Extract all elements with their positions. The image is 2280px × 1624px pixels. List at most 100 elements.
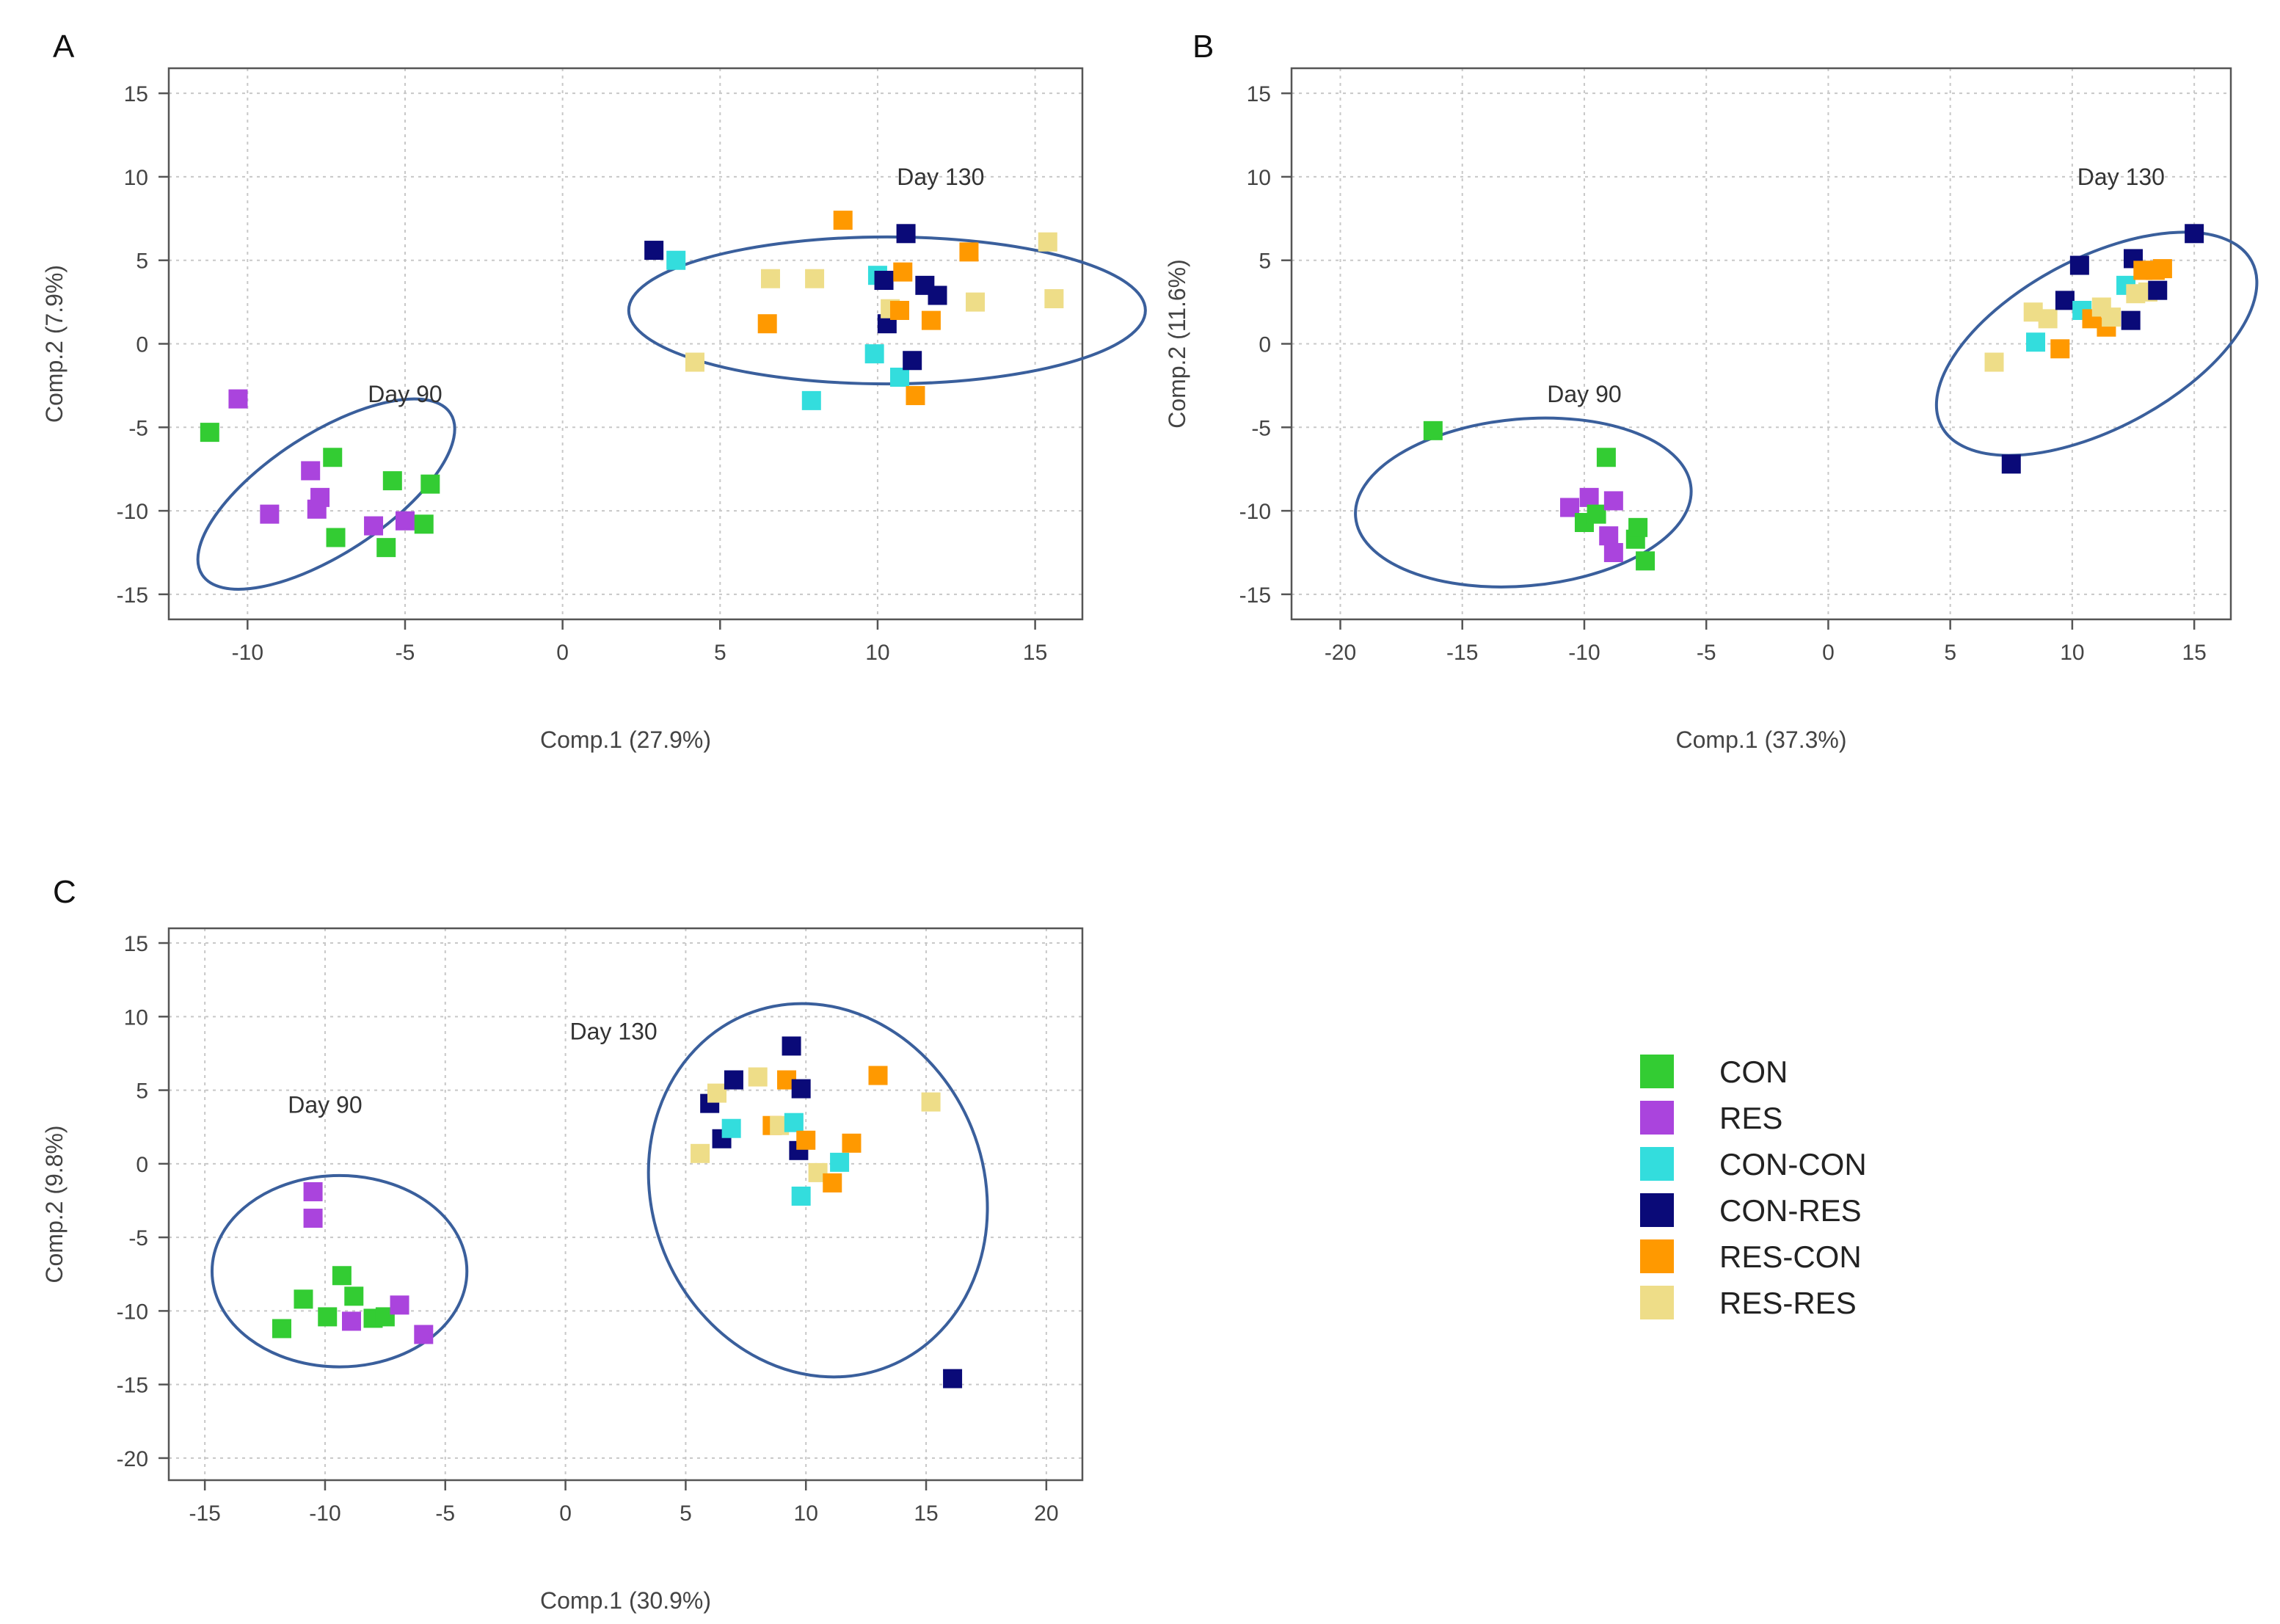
- data-point-con-con: [801, 390, 821, 410]
- y-tick-label: -10: [117, 500, 148, 524]
- data-point-con: [1423, 420, 1443, 440]
- data-point-con: [332, 1266, 352, 1286]
- data-point-res-con: [890, 300, 909, 320]
- data-point-res-con: [868, 1066, 888, 1085]
- data-point-res-con: [906, 386, 925, 406]
- y-tick-label: -15: [117, 1374, 148, 1398]
- y-tick-label: -5: [128, 416, 148, 440]
- data-point-res-res: [1038, 232, 1057, 252]
- x-tick-label: -20: [1325, 641, 1356, 665]
- y-tick-label: 15: [124, 932, 148, 956]
- x-tick-label: 15: [914, 1501, 938, 1526]
- legend-label: CON-CON: [1719, 1147, 1867, 1181]
- data-point-res: [1603, 542, 1623, 562]
- data-point-con-res: [791, 1079, 811, 1099]
- data-point-con-res: [782, 1036, 801, 1056]
- x-tick-label: 20: [1034, 1501, 1058, 1526]
- data-point-res-res: [966, 292, 986, 312]
- y-tick-label: 0: [136, 333, 148, 357]
- x-axis-title: Comp.1 (27.9%): [540, 727, 711, 753]
- data-point-con: [200, 423, 219, 443]
- data-point-con-con: [864, 344, 884, 364]
- cluster-label: Day 90: [288, 1092, 362, 1118]
- y-tick-label: -15: [117, 583, 148, 608]
- data-point-res-res: [691, 1143, 710, 1163]
- y-axis-title: Comp.2 (7.9%): [41, 265, 68, 423]
- data-point-res: [260, 504, 280, 524]
- y-tick-label: -10: [117, 1300, 148, 1324]
- cluster-ellipse: [647, 1002, 989, 1379]
- data-point-res-con: [842, 1133, 862, 1153]
- y-tick-label: -5: [128, 1226, 148, 1250]
- panel-letter: C: [53, 874, 76, 910]
- data-point-con: [344, 1286, 364, 1306]
- y-tick-label: 5: [136, 1079, 148, 1104]
- y-tick-label: 10: [124, 166, 148, 190]
- data-point-con-con: [890, 368, 909, 387]
- x-tick-label: 15: [1023, 641, 1047, 665]
- data-point-con-res: [903, 351, 922, 371]
- data-point-con: [326, 528, 346, 547]
- legend-label: CON-RES: [1719, 1193, 1862, 1228]
- x-tick-label: -15: [189, 1501, 220, 1526]
- data-point-res: [1603, 491, 1623, 511]
- data-point-res-res: [2038, 309, 2058, 329]
- x-tick-label: -10: [309, 1501, 340, 1526]
- cluster-label: Day 130: [570, 1018, 658, 1044]
- data-point-res-res: [2102, 307, 2121, 327]
- y-tick-label: 10: [124, 1005, 148, 1030]
- panel-letter: A: [53, 29, 75, 65]
- data-point-con-con: [791, 1186, 811, 1206]
- data-point-res-con: [959, 242, 979, 262]
- x-tick-label: 0: [559, 1501, 572, 1526]
- data-point-res: [303, 1181, 323, 1201]
- legend-swatch-con: [1640, 1055, 1674, 1088]
- data-point-con: [1636, 551, 1656, 571]
- y-tick-label: 5: [1259, 250, 1271, 274]
- legend-label: RES: [1719, 1101, 1782, 1135]
- x-tick-label: -10: [232, 641, 263, 665]
- data-point-res: [1579, 487, 1599, 507]
- x-tick-label: 10: [865, 641, 889, 665]
- data-point-con-res: [644, 241, 664, 261]
- x-tick-label: 5: [714, 641, 726, 665]
- data-point-res: [342, 1311, 361, 1331]
- data-point-con-res: [2069, 255, 2089, 275]
- data-point-res-con: [833, 211, 853, 230]
- panel-b: B -20 -15 -10 -5 0 5 10 15 -15 -10 -5 0 5 10 15 Comp.1 (…: [1164, 29, 2259, 753]
- legend-swatch-res: [1640, 1101, 1674, 1135]
- legend: CON RES CON-CON CON-RES RES-CON RES-RES: [1640, 1055, 1867, 1320]
- data-point-res-con: [2050, 339, 2070, 359]
- y-tick-label: -5: [1251, 416, 1271, 440]
- legend-label: CON: [1719, 1055, 1788, 1089]
- y-axis-title: Comp.2 (9.8%): [41, 1125, 68, 1283]
- x-tick-label: 10: [2060, 641, 2084, 665]
- x-tick-label: -5: [435, 1501, 455, 1526]
- x-tick-label: 0: [556, 641, 569, 665]
- y-tick-label: 15: [1247, 82, 1271, 106]
- x-axis-title: Comp.1 (37.3%): [1676, 727, 1847, 753]
- data-point-con: [1628, 517, 1648, 537]
- data-point-con: [414, 514, 434, 534]
- cluster-ellipse: [1354, 416, 1693, 589]
- data-point-res: [301, 461, 321, 481]
- data-point-con-con: [830, 1152, 850, 1172]
- x-tick-label: 0: [1822, 641, 1835, 665]
- x-tick-label: -5: [1697, 641, 1716, 665]
- data-point-con-res: [928, 285, 947, 305]
- data-point-con-res: [724, 1070, 743, 1090]
- data-point-res-res: [1984, 352, 2004, 372]
- data-point-con: [1596, 448, 1616, 467]
- x-axis-title: Comp.1 (30.9%): [540, 1587, 711, 1614]
- data-point-con: [323, 448, 343, 467]
- data-point-con: [1587, 504, 1606, 524]
- panel-c: C -15 -10 -5 0 5 10 15 20 -20 -15 -10 -5 0 5 10 15 Comp.1…: [41, 874, 1084, 1614]
- y-tick-label: 0: [136, 1153, 148, 1177]
- y-tick-label: -10: [1239, 500, 1271, 524]
- data-point-con: [382, 471, 402, 491]
- legend-swatch-res-con: [1640, 1239, 1674, 1273]
- legend-label: RES-RES: [1719, 1286, 1857, 1320]
- x-tick-label: 5: [680, 1501, 692, 1526]
- data-point-res: [303, 1209, 323, 1228]
- data-point-con-res: [2121, 310, 2141, 330]
